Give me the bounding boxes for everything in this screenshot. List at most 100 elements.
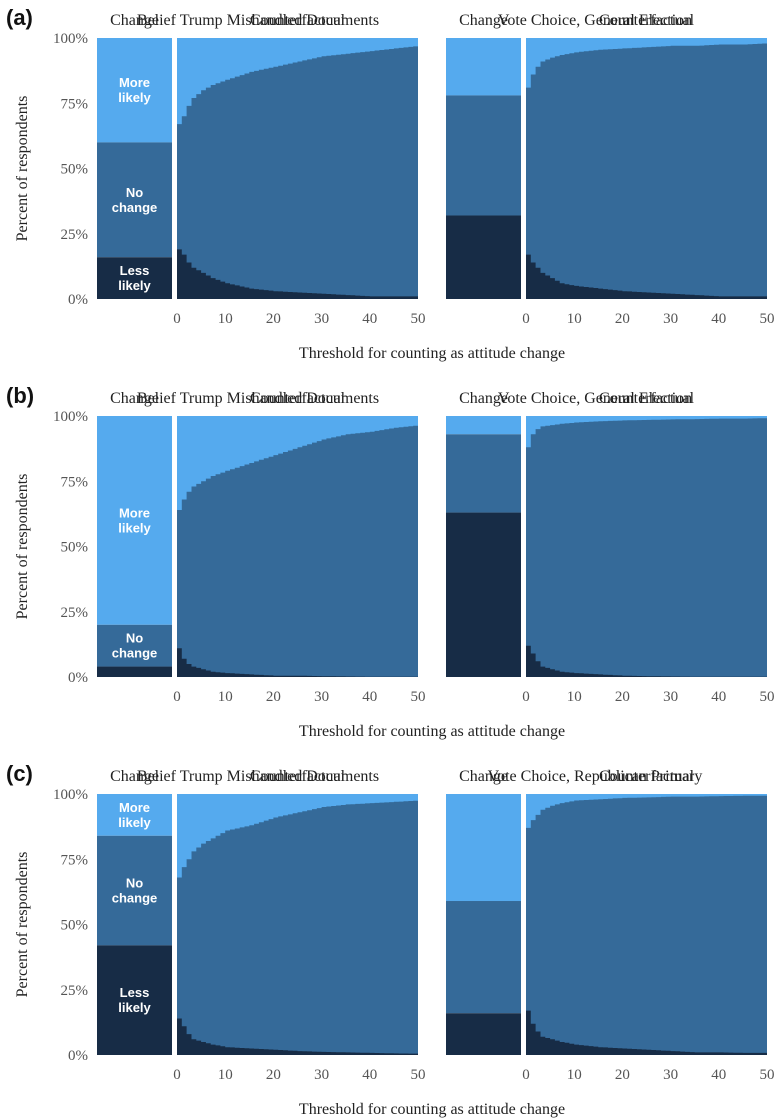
x-tick-label: 0 <box>522 1067 530 1083</box>
segment-label-more-likely: likely <box>118 90 151 105</box>
change-header: Change <box>459 768 508 785</box>
x-tick-label: 10 <box>567 1067 582 1083</box>
y-tick-label: 75% <box>61 852 89 868</box>
y-tick-label: 100% <box>53 31 88 47</box>
bar-more-likely <box>446 794 521 902</box>
x-tick-label: 10 <box>218 311 233 327</box>
x-tick-label: 20 <box>615 311 630 327</box>
counterfactual-header: Counterfactual <box>599 768 695 785</box>
y-axis-label: Percent of respondents <box>14 96 31 242</box>
x-tick-label: 30 <box>663 1067 678 1083</box>
counterfactual-header: Counterfactual <box>250 12 346 29</box>
area-no-change <box>526 418 767 677</box>
x-axis-label: Threshold for counting as attitude chang… <box>299 723 565 740</box>
change-header: Change <box>459 390 508 407</box>
bar-more-likely <box>446 416 521 435</box>
bar-less-likely <box>446 1013 521 1055</box>
y-tick-label: 100% <box>53 787 88 803</box>
area-no-change <box>177 800 418 1055</box>
area-less-likely <box>177 648 418 677</box>
panel-b: (b) Percent of respondents 0% 25% 50% 75% 100%… <box>6 383 775 740</box>
area-less-likely <box>526 1010 767 1055</box>
bar-no-change <box>97 624 172 667</box>
x-tick-label: 0 <box>522 311 530 327</box>
segment-label-no-change: change <box>112 200 158 215</box>
facet-title: Belief Trump Mishandled Documents <box>137 12 379 29</box>
x-tick-label: 10 <box>218 1067 233 1083</box>
y-tick-label: 100% <box>53 409 88 425</box>
bar-no-change <box>446 95 521 216</box>
panel-a: (a) Percent of respondents 0% 25% 50% 75% 100%… <box>6 5 775 362</box>
x-tick-label: 30 <box>314 1067 329 1083</box>
segment-label-more-likely: More <box>119 505 150 520</box>
bar-more-likely <box>97 794 172 836</box>
x-tick-label: 40 <box>711 689 726 705</box>
x-tick-label: 50 <box>411 1067 426 1083</box>
x-tick-label: 20 <box>615 689 630 705</box>
segment-label-more-likely: likely <box>118 520 151 535</box>
facet-title: Vote Choice, Republican Primary <box>488 768 703 785</box>
segment-label-no-change: No <box>126 185 143 200</box>
segment-label-more-likely: More <box>119 800 150 815</box>
facet-title: Vote Choice, General Election <box>498 12 692 29</box>
bar-more-likely <box>97 416 172 625</box>
y-tick-label: 25% <box>61 605 89 621</box>
divider <box>172 794 177 1067</box>
x-tick-label: 20 <box>266 689 281 705</box>
facet-title: Vote Choice, General Election <box>498 390 692 407</box>
bar-less-likely <box>446 215 521 299</box>
x-tick-label: 30 <box>663 311 678 327</box>
x-tick-label: 0 <box>173 1067 181 1083</box>
area-less-likely <box>526 254 767 299</box>
facet-title: Belief Trump Mishandled Documents <box>137 390 379 407</box>
x-tick-label: 20 <box>615 1067 630 1083</box>
segment-label-less-likely: likely <box>118 278 151 293</box>
panel-label: (b) <box>6 383 34 408</box>
segment-label-no-change: change <box>112 891 158 906</box>
divider <box>521 38 526 311</box>
y-tick-label: 25% <box>61 983 89 999</box>
counterfactual-header: Counterfactual <box>599 390 695 407</box>
change-header: Change <box>110 768 159 785</box>
bar-less-likely <box>97 257 172 299</box>
change-header: Change <box>110 390 159 407</box>
x-tick-label: 30 <box>314 689 329 705</box>
x-tick-label: 10 <box>218 689 233 705</box>
x-tick-label: 40 <box>711 311 726 327</box>
facet-title: Belief Trump Mishandled Documents <box>137 768 379 785</box>
x-tick-label: 40 <box>362 311 377 327</box>
area-no-change <box>177 45 418 299</box>
x-tick-label: 50 <box>411 311 426 327</box>
x-tick-label: 40 <box>711 1067 726 1083</box>
segment-label-less-likely: Less <box>120 985 150 1000</box>
bar-less-likely <box>97 666 172 677</box>
x-tick-label: 50 <box>760 311 775 327</box>
x-axis-label: Threshold for counting as attitude chang… <box>299 345 565 362</box>
x-tick-label: 40 <box>362 1067 377 1083</box>
segment-label-no-change: change <box>112 646 158 661</box>
y-tick-label: 75% <box>61 96 89 112</box>
x-tick-label: 0 <box>522 689 530 705</box>
area-no-change <box>177 425 418 677</box>
bar-no-change <box>97 142 172 258</box>
x-tick-label: 20 <box>266 311 281 327</box>
change-header: Change <box>110 12 159 29</box>
area-less-likely <box>177 249 418 299</box>
y-tick-label: 50% <box>61 540 89 556</box>
bar-no-change <box>97 835 172 946</box>
y-tick-label: 50% <box>61 162 89 178</box>
area-less-likely <box>526 645 767 677</box>
panel-label: (a) <box>6 5 33 30</box>
bar-less-likely <box>97 945 172 1055</box>
x-tick-label: 40 <box>362 689 377 705</box>
panel-label: (c) <box>6 761 33 786</box>
segment-label-more-likely: More <box>119 75 150 90</box>
y-axis-label: Percent of respondents <box>14 852 31 998</box>
counterfactual-header: Counterfactual <box>250 390 346 407</box>
x-tick-label: 30 <box>314 311 329 327</box>
